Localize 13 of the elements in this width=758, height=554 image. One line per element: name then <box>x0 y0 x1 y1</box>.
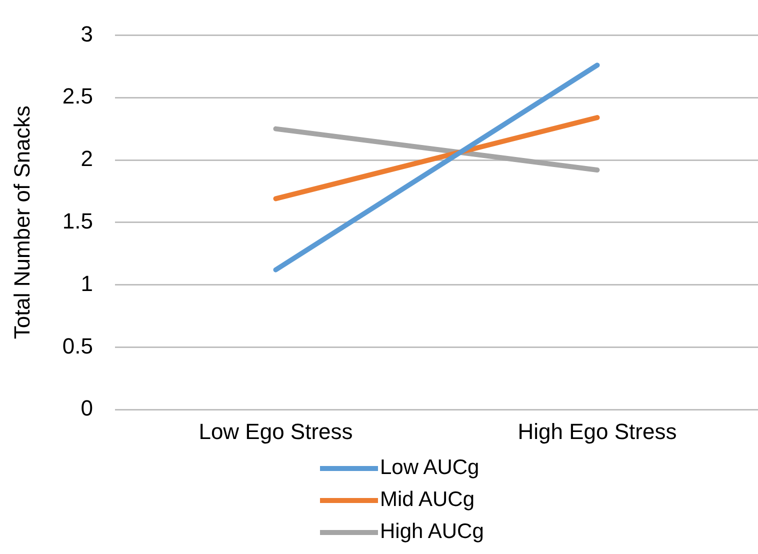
y-tick-label: 0.5 <box>62 333 93 358</box>
y-tick-label: 3 <box>80 21 93 46</box>
legend-label: Low AUCg <box>380 456 480 480</box>
legend-label: Mid AUCg <box>380 488 475 512</box>
legend-label: High AUCg <box>380 520 484 544</box>
y-axis-title: Total Number of Snacks <box>9 106 34 340</box>
x-tick-label: Low Ego Stress <box>198 418 353 444</box>
y-tick-label: 2.5 <box>62 84 93 109</box>
y-tick-label: 1 <box>80 270 93 296</box>
y-tick-label: 2 <box>80 146 93 172</box>
y-tick-label: 0 <box>80 396 93 421</box>
y-tick-label: 1.5 <box>62 208 93 234</box>
x-tick-label: High Ego Stress <box>518 418 677 444</box>
